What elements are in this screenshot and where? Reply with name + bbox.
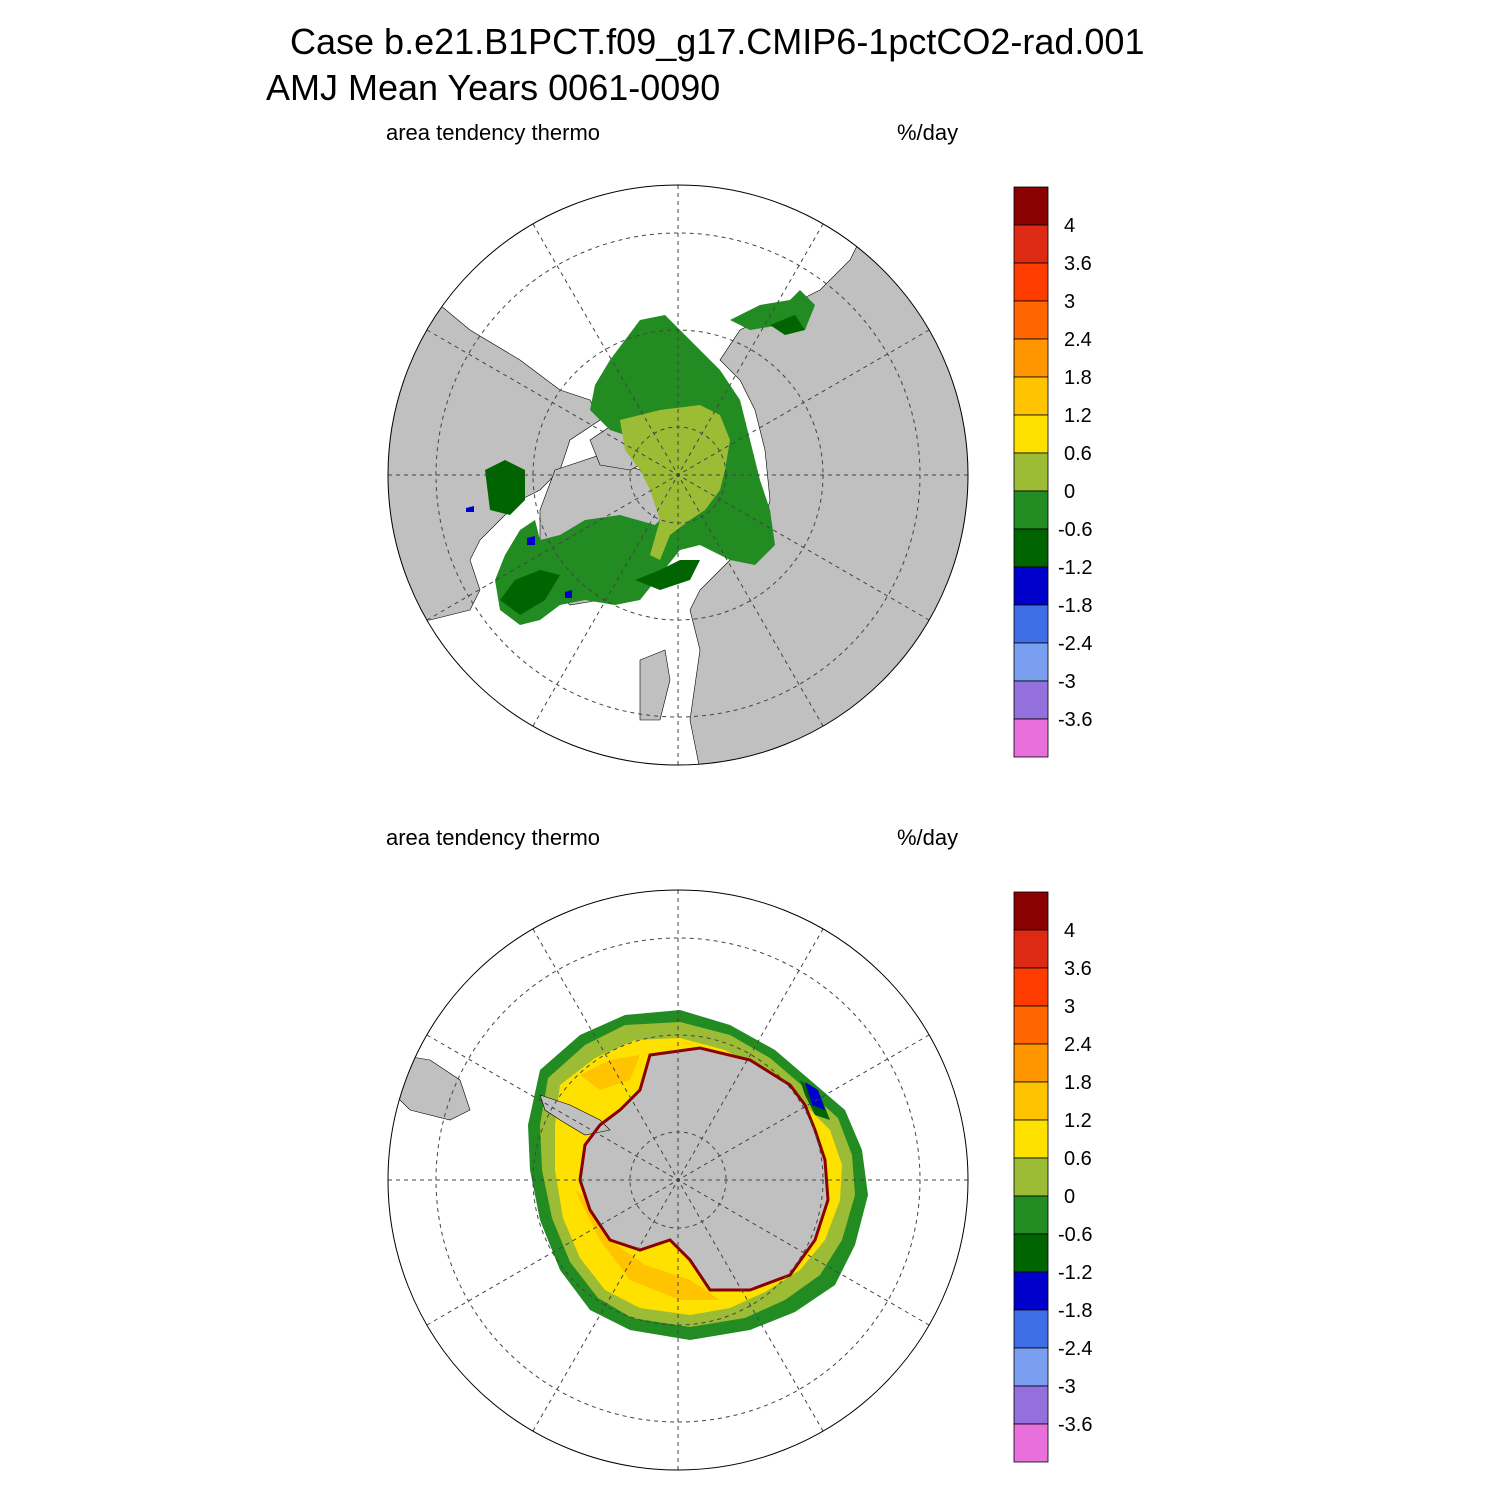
figure-title-line1: Case b.e21.B1PCT.f09_g17.CMIP6-1pctCO2-r… (290, 21, 1145, 62)
south-colorbar-label: 4 (1064, 920, 1075, 942)
north-colorbar-label: 0.6 (1064, 443, 1092, 465)
north-colorbar-box (1013, 490, 1049, 530)
south-colorbar-box (1013, 1309, 1049, 1349)
north-colorbar-label: 0 (1064, 481, 1075, 503)
north-colorbar-label: 2.4 (1064, 329, 1092, 351)
north-colorbar-label: 4 (1064, 215, 1075, 237)
south-colorbar-label: 3.6 (1064, 958, 1092, 980)
south-colorbar-box (1013, 1347, 1049, 1387)
north-colorbar-label: 1.8 (1064, 367, 1092, 389)
north-panel-right-label: %/day (897, 120, 959, 145)
south-colorbar-label: -3 (1058, 1376, 1076, 1398)
north-colorbar-label: 1.2 (1064, 405, 1092, 427)
north-colorbar-box (1013, 642, 1049, 682)
north-colorbar-box (1013, 718, 1049, 758)
south-map-border (387, 889, 969, 1471)
north-colorbar-box (1013, 566, 1049, 606)
south-colorbar-box (1013, 1081, 1049, 1121)
south-colorbar-box (1013, 1157, 1049, 1197)
north-colorbar-box (1013, 528, 1049, 568)
north-colorbar-box (1013, 300, 1049, 340)
north-colorbar-label: -3.6 (1058, 709, 1092, 731)
north-ice-field (466, 290, 815, 625)
north-colorbar-label: -2.4 (1058, 633, 1092, 655)
south-colorbar-box (1013, 1233, 1049, 1273)
north-panel-left-label: area tendency thermo (386, 120, 601, 145)
south-colorbar-label: -3.6 (1058, 1414, 1092, 1436)
south-colorbar-label: 3 (1064, 996, 1075, 1018)
north-colorbar-label: -0.6 (1058, 519, 1092, 541)
south-colorbar-box (1013, 1195, 1049, 1235)
south-polar-map (387, 889, 969, 1471)
south-colorbar-label: 0.6 (1064, 1148, 1092, 1170)
south-colorbar-box (1013, 1005, 1049, 1045)
north-polar-map (387, 184, 969, 766)
south-graticule (388, 890, 968, 1470)
north-colorbar-box (1013, 452, 1049, 492)
south-colorbar-label: -2.4 (1058, 1338, 1092, 1360)
north-colorbar-box (1013, 262, 1049, 302)
south-colorbar-label: 2.4 (1064, 1034, 1092, 1056)
north-colorbar-label: -1.2 (1058, 557, 1092, 579)
south-colorbar-label: 1.2 (1064, 1110, 1092, 1132)
south-colorbar-box (1013, 929, 1049, 969)
south-colorbar: 4 3.6 3 2.4 1.8 1.2 0.6 0 -0.6 -1.2 -1.8 -2.4 -3 -3.6 (1013, 891, 1092, 1463)
south-panel-left-label: area tendency thermo (386, 825, 601, 850)
north-graticule (388, 185, 968, 765)
south-colorbar-label: -0.6 (1058, 1224, 1092, 1246)
south-colorbar-label: -1.8 (1058, 1300, 1092, 1322)
north-colorbar-box (1013, 338, 1049, 378)
north-colorbar-label: -3 (1058, 671, 1076, 693)
north-colorbar-box (1013, 414, 1049, 454)
south-colorbar-box (1013, 1119, 1049, 1159)
north-colorbar-box (1013, 376, 1049, 416)
north-map-border (387, 184, 969, 766)
north-colorbar: 4 3.6 3 2.4 1.8 1.2 0.6 0 -0.6 -1.2 -1.8 -2.4 -3 -3.6 (1013, 186, 1092, 758)
south-colorbar-label: 1.8 (1064, 1072, 1092, 1094)
south-colorbar-box (1013, 1043, 1049, 1083)
south-colorbar-box (1013, 1423, 1049, 1463)
north-colorbar-box (1013, 224, 1049, 264)
north-colorbar-box (1013, 680, 1049, 720)
south-colorbar-label: -1.2 (1058, 1262, 1092, 1284)
south-colorbar-box (1013, 967, 1049, 1007)
north-colorbar-box (1013, 186, 1049, 226)
north-colorbar-box (1013, 604, 1049, 644)
south-colorbar-box (1013, 1271, 1049, 1311)
north-colorbar-label: 3.6 (1064, 253, 1092, 275)
north-colorbar-label: -1.8 (1058, 595, 1092, 617)
south-coastal-ribbon (578, 1046, 830, 1292)
south-colorbar-label: 0 (1064, 1186, 1075, 1208)
north-colorbar-label: 3 (1064, 291, 1075, 313)
south-panel-right-label: %/day (897, 825, 959, 850)
south-colorbar-box (1013, 1385, 1049, 1425)
figure-title-line2: AMJ Mean Years 0061-0090 (266, 67, 721, 108)
south-colorbar-box (1013, 891, 1049, 931)
